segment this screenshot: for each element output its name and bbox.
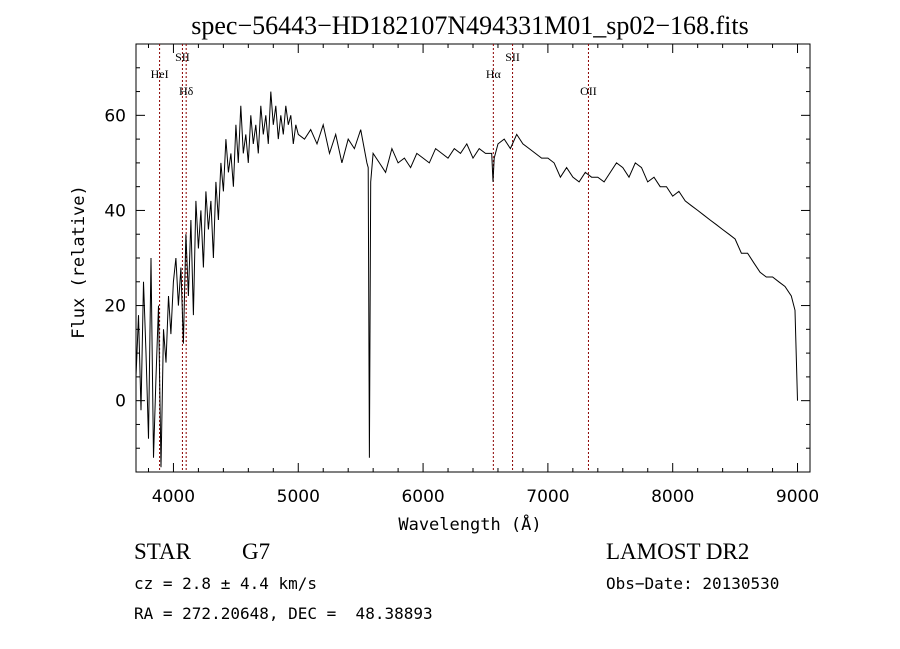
x-axis-label: Wavelength (Å) <box>398 513 541 535</box>
y-tick-label: 40 <box>104 201 126 221</box>
spectral-line-label: SII <box>175 50 190 64</box>
y-axis-label: Flux (relative) <box>69 185 89 339</box>
survey-name: LAMOST DR2 <box>606 539 750 564</box>
x-axis-ticks: 4000 5000 6000 7000 8000 9000 <box>147 44 819 507</box>
y-tick-label: 0 <box>115 392 126 412</box>
observation-date: Obs−Date: 20130530 <box>606 574 780 593</box>
redshift-cz: cz = 2.8 ± 4.4 km/s <box>134 574 318 593</box>
spectral-line-label: Hα <box>486 67 502 81</box>
x-tick-label: 4000 <box>152 487 195 507</box>
spectrum-line <box>135 91 798 468</box>
spectral-line-label: HeI <box>151 67 169 81</box>
y-axis-ticks: 0 20 40 60 <box>104 67 810 449</box>
spectral-line-label: Hδ <box>179 84 194 98</box>
y-tick-label: 20 <box>104 297 126 317</box>
x-tick-label: 8000 <box>651 487 694 507</box>
x-tick-label: 6000 <box>401 487 444 507</box>
chart-title: spec−56443−HD182107N494331M01_sp02−168.f… <box>191 11 748 40</box>
coordinates: RA = 272.20648, DEC = 48.38893 <box>134 604 433 623</box>
x-tick-label: 7000 <box>526 487 569 507</box>
object-class: STAR <box>134 539 191 564</box>
x-tick-label: 9000 <box>776 487 819 507</box>
plot-frame <box>135 43 811 473</box>
spectral-line-label: SII <box>505 50 520 64</box>
object-subclass: G7 <box>242 539 271 564</box>
spectral-line-label: OII <box>580 84 597 98</box>
x-tick-label: 5000 <box>277 487 320 507</box>
y-tick-label: 60 <box>104 106 126 126</box>
